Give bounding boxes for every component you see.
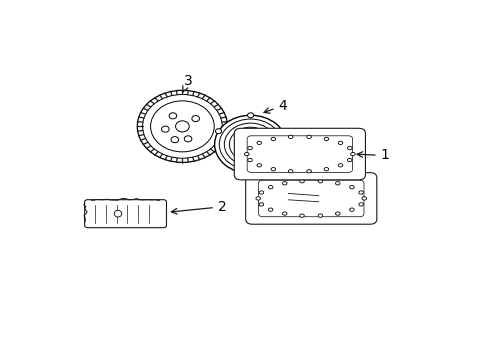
Ellipse shape xyxy=(270,167,275,171)
Ellipse shape xyxy=(184,136,191,142)
Ellipse shape xyxy=(191,116,199,122)
Ellipse shape xyxy=(347,147,351,150)
Ellipse shape xyxy=(338,164,342,167)
Text: 2: 2 xyxy=(171,200,226,214)
Ellipse shape xyxy=(358,203,363,206)
Ellipse shape xyxy=(175,121,189,132)
Ellipse shape xyxy=(215,129,221,134)
Ellipse shape xyxy=(358,191,363,194)
Ellipse shape xyxy=(270,137,275,141)
Ellipse shape xyxy=(324,137,328,141)
Text: 1: 1 xyxy=(356,148,389,162)
Ellipse shape xyxy=(288,170,292,173)
Ellipse shape xyxy=(150,101,214,152)
Ellipse shape xyxy=(142,94,222,158)
Ellipse shape xyxy=(268,185,272,189)
Text: 3: 3 xyxy=(182,74,192,93)
Ellipse shape xyxy=(171,136,178,143)
Ellipse shape xyxy=(137,90,227,162)
Ellipse shape xyxy=(214,115,286,174)
Ellipse shape xyxy=(268,208,272,211)
Ellipse shape xyxy=(335,182,339,185)
Ellipse shape xyxy=(318,214,322,217)
Ellipse shape xyxy=(299,214,304,217)
Ellipse shape xyxy=(256,164,261,167)
Ellipse shape xyxy=(161,126,169,132)
Ellipse shape xyxy=(306,170,311,173)
FancyBboxPatch shape xyxy=(234,128,365,180)
Ellipse shape xyxy=(247,158,252,162)
Text: 4: 4 xyxy=(264,99,286,113)
Ellipse shape xyxy=(349,208,353,211)
Ellipse shape xyxy=(347,158,351,162)
Ellipse shape xyxy=(282,212,286,215)
Ellipse shape xyxy=(114,210,122,217)
Ellipse shape xyxy=(279,129,285,134)
Ellipse shape xyxy=(318,180,322,183)
Ellipse shape xyxy=(288,135,292,139)
Ellipse shape xyxy=(306,135,311,139)
FancyBboxPatch shape xyxy=(84,200,166,228)
Ellipse shape xyxy=(282,182,286,185)
Ellipse shape xyxy=(247,147,252,150)
Ellipse shape xyxy=(324,167,328,171)
Ellipse shape xyxy=(338,141,342,144)
Ellipse shape xyxy=(350,152,354,156)
Ellipse shape xyxy=(259,191,263,194)
Ellipse shape xyxy=(244,152,248,156)
Ellipse shape xyxy=(335,212,339,215)
Ellipse shape xyxy=(247,113,253,118)
Ellipse shape xyxy=(255,197,260,200)
Ellipse shape xyxy=(299,180,304,183)
Ellipse shape xyxy=(256,141,261,144)
Ellipse shape xyxy=(259,203,263,206)
FancyBboxPatch shape xyxy=(245,173,376,224)
Ellipse shape xyxy=(169,113,176,119)
Ellipse shape xyxy=(349,185,353,189)
Ellipse shape xyxy=(361,197,366,200)
